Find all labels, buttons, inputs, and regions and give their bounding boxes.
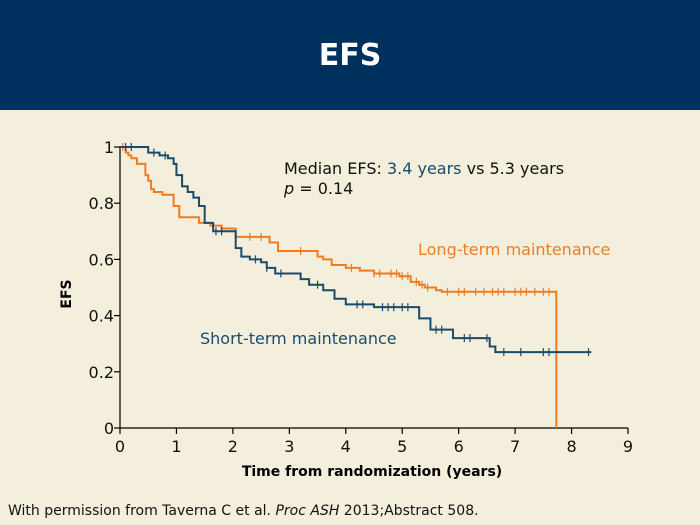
chart-labels: Median EFS: 3.4 years vs 5.3 years p = 0… <box>59 159 610 480</box>
median-efs-vs: vs <box>462 159 490 178</box>
x-tick-label: 3 <box>284 437 294 456</box>
y-tick-label: 0 <box>104 419 114 438</box>
legend-long-term: Long-term maintenance <box>418 240 610 259</box>
median-efs-long-value: 5.3 years <box>490 159 565 178</box>
slide-title: EFS <box>318 37 382 73</box>
citation-suffix: 2013;Abstract 508. <box>339 503 479 519</box>
x-tick-label: 2 <box>228 437 238 456</box>
y-axis-label: EFS <box>59 279 75 308</box>
citation-journal: Proc ASH <box>275 503 340 519</box>
x-tick-label: 8 <box>566 437 576 456</box>
p-value-annotation: p = 0.14 <box>283 179 353 198</box>
chart-axes: 0 1 2 3 4 5 6 7 8 9 0 0.2 0.4 0.6 0.8 1 <box>89 138 634 456</box>
y-tick-label: 1 <box>104 138 114 157</box>
x-tick-label: 0 <box>115 437 125 456</box>
x-axis-label: Time from randomization (years) <box>242 464 502 480</box>
citation-prefix: With permission from Taverna C et al. <box>8 503 276 519</box>
p-value-symbol: p <box>283 179 294 198</box>
x-tick-label: 1 <box>171 437 181 456</box>
median-efs-label: Median EFS: <box>284 159 387 178</box>
x-tick-label: 6 <box>454 437 464 456</box>
median-efs-short-value: 3.4 years <box>387 159 462 178</box>
footer-citation: With permission from Taverna C et al. Pr… <box>8 503 479 519</box>
y-tick-label: 0.8 <box>89 194 114 213</box>
y-tick-label: 0.2 <box>89 363 114 382</box>
series-line-long-term <box>120 146 558 428</box>
km-chart: 0 1 2 3 4 5 6 7 8 9 0 0.2 0.4 0.6 0.8 1 Median EFS: 3.4… <box>59 138 634 480</box>
y-tick-label: 0.4 <box>89 307 114 326</box>
median-efs-annotation: Median EFS: 3.4 years vs 5.3 years <box>284 159 564 178</box>
x-tick-label: 9 <box>623 437 633 456</box>
x-tick-label: 4 <box>341 437 351 456</box>
y-tick-label: 0.6 <box>89 250 114 269</box>
legend-short-term: Short-term maintenance <box>200 329 397 348</box>
chart-series <box>120 143 592 428</box>
x-tick-label: 7 <box>510 437 520 456</box>
x-tick-label: 5 <box>397 437 407 456</box>
p-value-rest: = 0.14 <box>294 179 353 198</box>
slide-header: EFS <box>0 0 700 110</box>
